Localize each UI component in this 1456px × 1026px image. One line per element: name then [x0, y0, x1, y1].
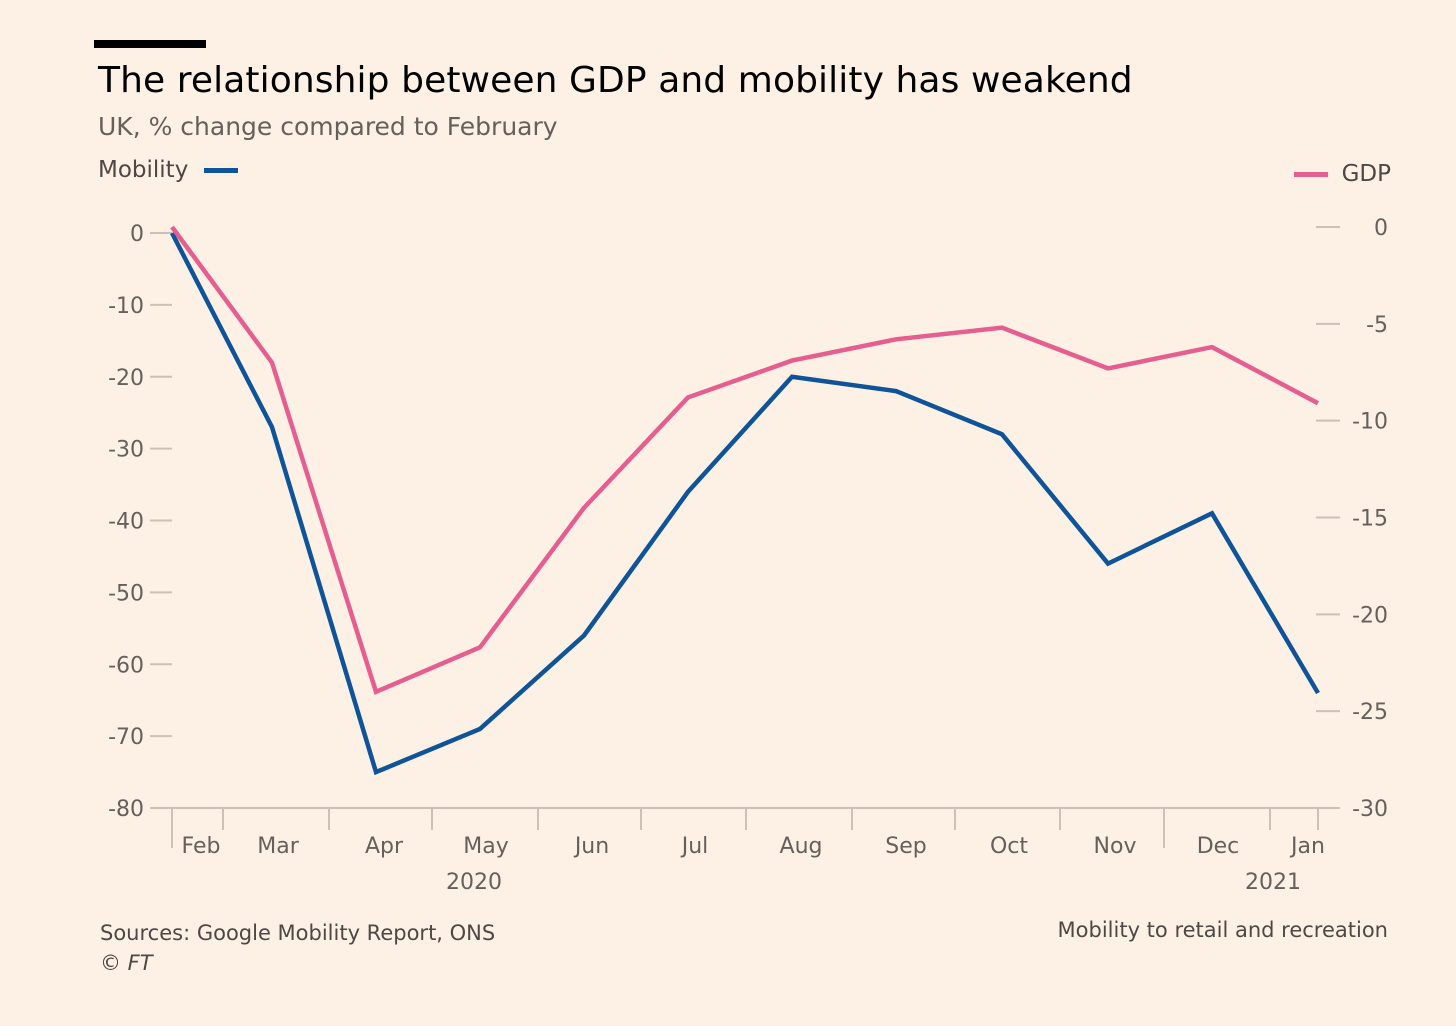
- left-tick-label: -70: [108, 725, 144, 750]
- x-tick-label: Feb: [182, 834, 221, 859]
- left-tick-label: -30: [108, 438, 144, 463]
- right-tick-label: -20: [1352, 603, 1388, 628]
- left-tick-label: -50: [108, 581, 144, 606]
- legend-mobility-swatch: [204, 167, 239, 173]
- chart-title: The relationship between GDP and mobilit…: [98, 60, 1133, 101]
- copyright-credit: © FT: [100, 951, 153, 975]
- left-tick-label: -80: [108, 797, 144, 822]
- x-tick-label: Jan: [1289, 834, 1325, 859]
- right-tick-label: -10: [1352, 410, 1388, 435]
- x-tick-label: Dec: [1197, 834, 1240, 859]
- x-tick-label: Aug: [780, 834, 823, 859]
- left-tick-label: -60: [108, 653, 144, 678]
- legend-gdp-label: GDP: [1341, 161, 1391, 187]
- legend-mobility: Mobility: [98, 157, 239, 183]
- x-tick-label: May: [463, 834, 508, 859]
- footnote: Mobility to retail and recreation: [1057, 918, 1388, 942]
- left-tick-label: -40: [108, 510, 144, 535]
- left-tick-label: -10: [108, 294, 144, 319]
- year-label: 2021: [1245, 870, 1301, 895]
- x-tick-label: Mar: [257, 834, 299, 859]
- right-tick-label: -5: [1366, 313, 1388, 338]
- legend-gdp: GDP: [1293, 161, 1391, 187]
- source-text: Sources: Google Mobility Report, ONS: [100, 921, 496, 945]
- gdp-series-line: [170, 225, 1320, 695]
- right-tick-label: -30: [1352, 797, 1388, 822]
- x-tick-label: Sep: [885, 834, 926, 859]
- left-tick-label: -20: [108, 366, 144, 391]
- legend-mobility-label: Mobility: [98, 157, 189, 183]
- mobility-series-line: [169, 231, 1320, 776]
- source-note: Sources: Google Mobility Report, ONS © F…: [100, 918, 495, 978]
- chart-subtitle: UK, % change compared to February: [98, 112, 558, 141]
- x-tick-label: Jul: [680, 834, 709, 859]
- left-tick-label: 0: [130, 222, 144, 247]
- x-tick-label: Jun: [573, 834, 609, 859]
- right-tick-label: -25: [1352, 700, 1388, 725]
- x-tick-label: Nov: [1094, 834, 1137, 859]
- ft-accent-bar: [94, 40, 206, 48]
- right-tick-label: -15: [1352, 507, 1388, 532]
- x-tick-label: Apr: [365, 834, 404, 859]
- right-tick-label: 0: [1374, 216, 1388, 241]
- x-tick-label: Oct: [990, 834, 1028, 859]
- legend-gdp-swatch: [1293, 171, 1328, 177]
- year-label: 2020: [446, 870, 502, 895]
